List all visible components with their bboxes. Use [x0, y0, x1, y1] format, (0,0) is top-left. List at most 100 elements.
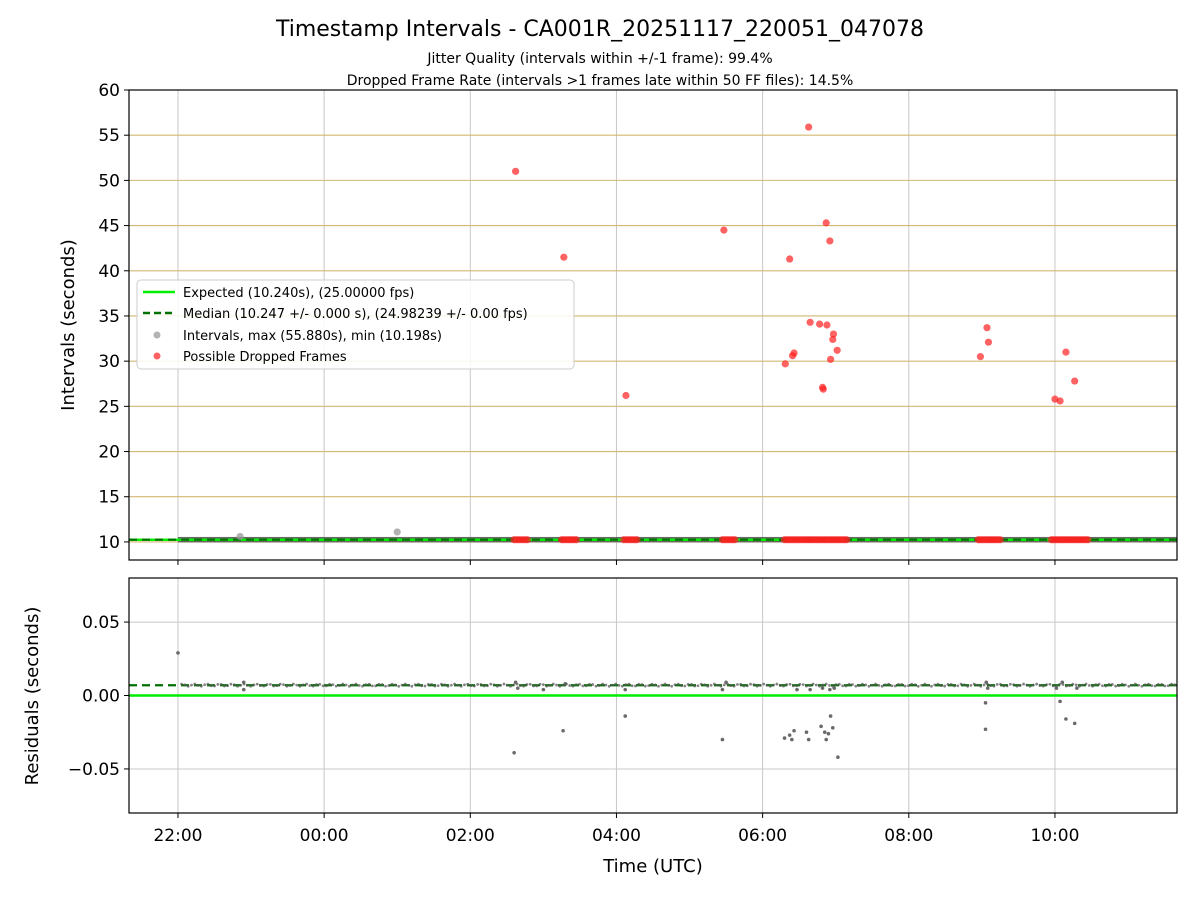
dropped-frame-point: [633, 536, 641, 544]
residual-point: [693, 684, 697, 688]
residual-point: [397, 684, 401, 688]
bottom-xtick-label: 08:00: [884, 826, 933, 846]
residual-point: [686, 683, 690, 686]
residual-point: [1166, 684, 1170, 688]
dropped-frame-point: [1056, 397, 1064, 405]
residual-point: [742, 684, 746, 688]
residual-point: [880, 684, 884, 688]
residual-point: [670, 684, 674, 688]
residual-point: [555, 683, 558, 687]
residual-point: [724, 680, 728, 685]
dropped-frame-point: [976, 353, 985, 361]
residual-point: [768, 684, 772, 688]
residual-point: [985, 686, 990, 690]
dropped-frame-point: [781, 360, 789, 368]
residual-point: [311, 684, 315, 688]
residual-point: [877, 683, 881, 687]
residual-point: [1018, 684, 1022, 687]
dropped-frame-point: [805, 123, 813, 131]
residual-point: [551, 682, 555, 686]
residual-point: [472, 684, 476, 688]
residual-point: [847, 682, 851, 686]
residual-point: [298, 684, 302, 688]
residual-point: [623, 687, 628, 692]
residual-point: [351, 683, 355, 687]
residual-point: [269, 682, 272, 686]
residual-point: [568, 684, 572, 687]
residual-point: [597, 684, 601, 687]
residual-point: [489, 682, 493, 686]
dropped-frame-point: [823, 321, 831, 329]
bottom-y-axis-label: Residuals (seconds): [22, 607, 43, 786]
residual-point: [328, 682, 332, 686]
top-ytick-label: 60: [98, 81, 120, 101]
residual-point: [1173, 683, 1177, 687]
residual-point: [255, 682, 259, 686]
residual-point: [509, 684, 512, 688]
residual-point: [791, 684, 795, 688]
residual-point: [361, 684, 364, 688]
residual-point: [219, 683, 223, 686]
residual-point: [1060, 680, 1065, 685]
dropped-frame-point: [826, 237, 834, 245]
residual-point: [822, 730, 827, 735]
top-ytick-label: 40: [98, 262, 120, 282]
residual-point: [1051, 684, 1055, 688]
residual-point: [1081, 683, 1085, 687]
interval-point: [393, 528, 401, 536]
residual-point: [755, 684, 759, 688]
residual-point: [1143, 683, 1147, 687]
residual-point: [1078, 684, 1081, 688]
residual-point: [1025, 683, 1029, 687]
residual-point: [446, 684, 450, 688]
residual-point: [1114, 684, 1118, 688]
residual-point: [331, 683, 335, 687]
residual-point: [380, 683, 384, 686]
dropped-frame-point: [806, 318, 814, 326]
residual-point: [1072, 721, 1077, 726]
residual-point: [972, 682, 976, 686]
residual-point: [647, 684, 651, 688]
bottom-xtick-label: 02:00: [446, 826, 495, 846]
residual-point: [393, 683, 397, 687]
residual-point: [249, 684, 253, 688]
residual-point: [407, 683, 410, 687]
residual-point: [979, 684, 983, 688]
residual-point: [867, 684, 871, 688]
residual-point: [203, 683, 207, 687]
residual-point: [627, 682, 631, 686]
residual-point: [874, 682, 877, 686]
residual-point: [824, 682, 828, 686]
residual-point: [1058, 699, 1062, 704]
residual-point: [370, 684, 374, 688]
bottom-ytick-label: 0.05: [82, 613, 120, 633]
residual-point: [522, 684, 526, 688]
dropped-frame-point: [826, 355, 835, 363]
residual-point: [703, 683, 706, 687]
residual-point: [1075, 686, 1079, 690]
residual-point: [308, 684, 312, 687]
residual-point: [706, 684, 710, 688]
residual-point: [265, 683, 269, 686]
residual-point: [515, 686, 520, 690]
residual-point: [1031, 683, 1035, 687]
residual-point: [864, 683, 868, 687]
residual-point: [834, 683, 838, 687]
residual-point: [910, 682, 914, 686]
residual-point: [1130, 683, 1134, 687]
bottom-axes-ticks: 22:00 00:00 02:00 04:00 06:00 08:00 10:00 0.05 0…: [68, 613, 1080, 846]
top-ytick-label: 35: [98, 307, 120, 327]
residual-point: [275, 684, 279, 688]
chart-subtitle-jitter: Jitter Quality (intervals within +/-1 fr…: [426, 51, 772, 67]
residual-point: [541, 687, 546, 692]
legend-intervals-swatch: [153, 331, 161, 339]
chart-subtitle-dropped: Dropped Frame Rate (intervals >1 frames …: [347, 73, 854, 89]
residual-point: [620, 684, 624, 688]
residual-point: [512, 683, 516, 687]
top-ytick-label: 10: [98, 533, 120, 553]
residual-point: [387, 684, 391, 687]
residual-point: [222, 684, 226, 688]
residual-point: [933, 683, 937, 687]
residual-point: [285, 684, 289, 688]
